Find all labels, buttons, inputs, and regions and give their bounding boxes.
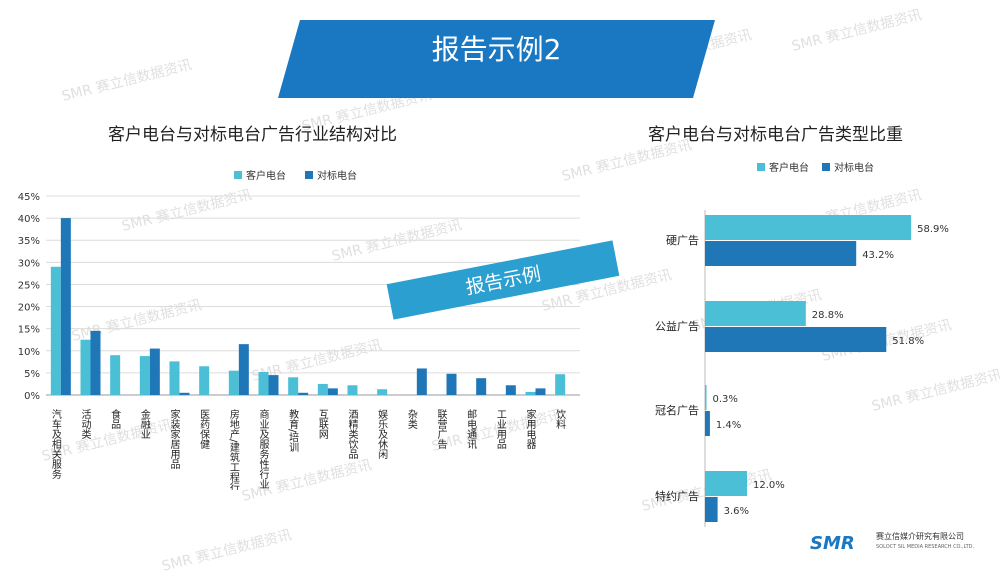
x-tick-label: 联营广告 (435, 409, 447, 450)
data-label-client: 28.8% (812, 310, 844, 321)
y-tick-label: 0% (24, 391, 40, 402)
watermark-text: SMR 赛立信数据资讯 (60, 57, 194, 105)
bar-client (705, 385, 707, 410)
bar-client (199, 366, 210, 395)
y-tick-label: 30% (18, 258, 40, 269)
company-name-en: SOLOCT SIL MEDIA RESEARCH CO.,LTD. (876, 544, 975, 550)
watermark-text: SMR 赛立信数据资讯 (160, 527, 294, 575)
legend-swatch-client (234, 171, 242, 179)
svg-text:SMR: SMR (810, 533, 855, 553)
data-label-benchmark: 1.4% (716, 420, 741, 431)
bar-client (555, 374, 566, 395)
bar-benchmark (476, 378, 487, 395)
y-tick-label: 45% (18, 192, 40, 203)
x-tick-label: 金融业 (138, 408, 150, 439)
bar-benchmark (90, 330, 101, 395)
bar-benchmark (60, 218, 71, 395)
bar-benchmark (416, 368, 427, 395)
x-tick-label: 汽车及相关服务 (49, 408, 61, 480)
bar-client (317, 383, 328, 395)
x-tick-label: 医药保健 (198, 409, 210, 450)
bar-client (110, 355, 121, 395)
data-label-benchmark: 3.6% (724, 506, 749, 517)
bar-benchmark (446, 373, 457, 395)
legend-swatch-client (757, 163, 765, 171)
bar-client (228, 370, 239, 395)
smr-logo-icon: SMR (808, 531, 868, 553)
x-tick-label: 互联网 (316, 409, 328, 440)
bar-client (80, 339, 91, 395)
bar-client (377, 389, 388, 395)
y-tick-label: 20% (18, 303, 40, 314)
company-logo: SMR 赛立信媒介研究有限公司 SOLOCT SIL MEDIA RESEARC… (808, 531, 974, 553)
x-tick-label: 商业及服务性行业 (257, 408, 269, 489)
y-tick-label: 40% (18, 214, 40, 225)
bar-client (705, 301, 806, 326)
industry-structure-chart: 客户电台 对标电台 0% 5% 10% 15% 20% 25% 30% 35% 40% 45% 汽车及相… (18, 169, 580, 490)
bar-benchmark (268, 375, 279, 395)
data-label-client: 0.3% (713, 394, 738, 405)
bar-benchmark (705, 497, 718, 522)
x-tick-label: 活动类 (79, 409, 91, 440)
ad-type-chart: 客户电台 对标电台 58.9% 43.2% 硬广告 28.8% 51.8% 公益广告 0.3% 1… (655, 161, 949, 527)
legend-swatch-benchmark (305, 171, 313, 179)
bar-client (258, 372, 269, 395)
data-label-benchmark: 51.8% (892, 336, 924, 347)
x-tick-label: 酒精类饮品 (346, 409, 358, 460)
bar-client (139, 356, 150, 395)
bar-client (525, 391, 536, 395)
bar-client (169, 361, 180, 395)
watermark-text: SMR 赛立信数据资讯 (790, 7, 924, 55)
x-tick-label: 家装家居用品 (168, 408, 180, 470)
x-tick-label: 娱乐及休闲 (376, 408, 388, 460)
bar-client (347, 385, 358, 395)
bar-benchmark (705, 327, 887, 352)
bar-client (50, 266, 61, 395)
category-label: 公益广告 (655, 319, 699, 333)
y-tick-label: 25% (18, 280, 40, 291)
x-tick-label: 杂类 (405, 409, 417, 430)
bar-benchmark (298, 392, 309, 395)
category-label: 冠名广告 (655, 403, 699, 417)
data-label-benchmark: 43.2% (862, 250, 894, 261)
left-chart-legend: 客户电台 对标电台 (234, 169, 357, 182)
bar-benchmark (327, 388, 338, 395)
y-tick-label: 35% (18, 236, 40, 247)
legend-label-benchmark: 对标电台 (317, 169, 357, 182)
data-label-client: 12.0% (753, 480, 785, 491)
bar-benchmark (705, 411, 710, 436)
x-tick-label: 邮电通讯 (465, 408, 477, 450)
bar-client (705, 215, 912, 240)
y-tick-label: 10% (18, 347, 40, 358)
title-banner (278, 20, 715, 98)
x-tick-label: 房地产/建筑工程行业 (227, 408, 239, 490)
bar-benchmark (179, 392, 190, 395)
category-label: 特约广告 (655, 489, 699, 503)
y-tick-label: 5% (24, 369, 40, 380)
bar-client (288, 377, 299, 395)
bar-benchmark (505, 385, 516, 395)
bar-client (705, 471, 747, 496)
x-tick-label: 食品 (109, 408, 121, 430)
bar-benchmark (535, 388, 546, 395)
legend-swatch-benchmark (822, 163, 830, 171)
left-chart-title: 客户电台与对标电台广告行业结构对比 (108, 125, 397, 145)
x-tick-label: 工业用品 (494, 409, 506, 450)
legend-label-benchmark: 对标电台 (834, 161, 874, 174)
legend-label-client: 客户电台 (246, 169, 286, 182)
y-tick-label: 15% (18, 325, 40, 336)
x-tick-label: 家用电器 (524, 408, 536, 450)
company-name: 赛立信媒介研究有限公司 (876, 532, 964, 541)
page-title: 报告示例2 (431, 33, 562, 66)
bar-benchmark (238, 344, 249, 395)
x-tick-label: 教育/培训 (287, 408, 299, 453)
data-label-client: 58.9% (917, 224, 949, 235)
legend-label-client: 客户电台 (769, 161, 809, 174)
category-label: 硬广告 (666, 234, 699, 247)
right-chart-title: 客户电台与对标电台广告类型比重 (648, 125, 903, 145)
right-chart-legend: 客户电台 对标电台 (757, 161, 874, 174)
bar-benchmark (149, 348, 160, 395)
bar-benchmark (705, 241, 857, 266)
x-tick-label: 饮料 (554, 408, 566, 430)
